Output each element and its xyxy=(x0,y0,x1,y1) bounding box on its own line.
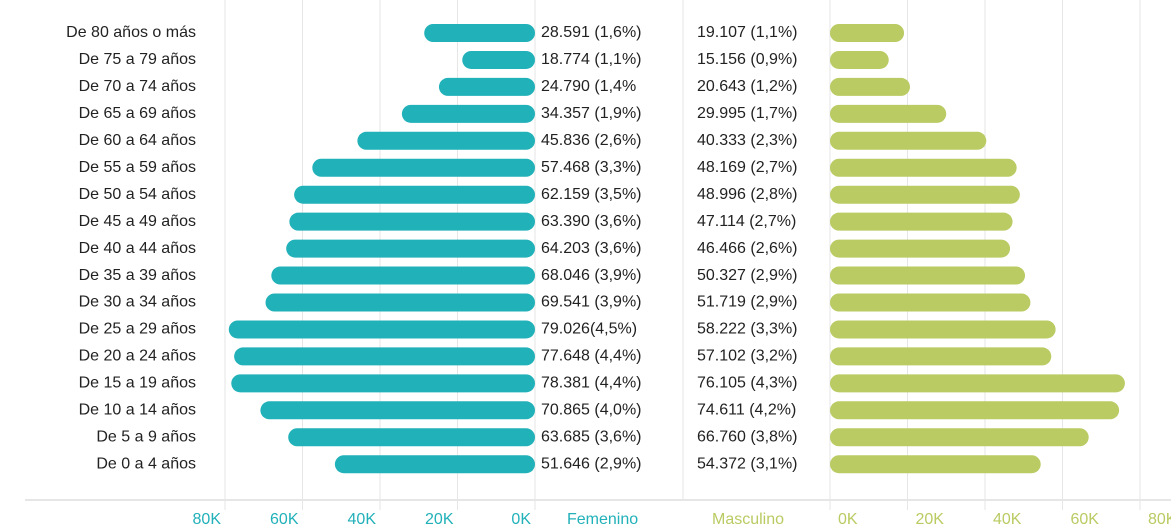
bar xyxy=(271,266,535,285)
value-label: 63.390 (3,6%) xyxy=(541,213,642,230)
bar xyxy=(462,50,535,69)
x-tick-label: 80K xyxy=(193,511,222,528)
bar xyxy=(424,24,535,42)
bar xyxy=(260,401,535,420)
x-tick-label: 40K xyxy=(993,511,1022,528)
bar xyxy=(289,212,535,231)
bar xyxy=(830,104,947,123)
bar xyxy=(830,320,1056,339)
value-label: 18.774 (1,1%) xyxy=(541,51,642,68)
value-label: 15.156 (0,9%) xyxy=(697,51,798,68)
bar xyxy=(830,131,987,150)
value-label: 24.790 (1,4% xyxy=(541,78,636,95)
x-tick-label: 20K xyxy=(425,511,454,528)
category-label: De 20 a 24 años xyxy=(79,348,196,365)
category-label: De 25 a 29 años xyxy=(79,321,196,338)
bar xyxy=(830,401,1120,420)
value-label: 28.591 (1,6%) xyxy=(541,24,642,41)
value-label: 77.648 (4,4%) xyxy=(541,348,642,365)
value-label: 63.685 (3,6%) xyxy=(541,428,642,445)
value-label: 48.169 (2,7%) xyxy=(697,159,798,176)
bar xyxy=(357,131,535,150)
value-label: 51.719 (2,9%) xyxy=(697,294,798,311)
bar xyxy=(830,24,905,42)
value-label: 57.468 (3,3%) xyxy=(541,159,642,176)
value-label: 64.203 (3,6%) xyxy=(541,240,642,257)
bar xyxy=(334,455,535,474)
axis-label: Femenino xyxy=(567,511,638,528)
value-label: 51.646 (2,9%) xyxy=(541,455,642,472)
bar xyxy=(830,428,1089,447)
category-label: De 65 a 69 años xyxy=(79,105,196,122)
category-label: De 60 a 64 años xyxy=(79,132,196,149)
category-label: De 35 a 39 años xyxy=(79,267,196,284)
category-label: De 15 a 19 años xyxy=(79,375,196,392)
value-label: 79.026(4,5%) xyxy=(541,321,637,338)
bar xyxy=(401,104,535,123)
value-label: 74.611 (4,2%) xyxy=(697,402,796,419)
bar xyxy=(830,239,1011,258)
x-tick-label: 0K xyxy=(511,511,531,528)
value-label: 62.159 (3,5%) xyxy=(541,186,642,203)
x-tick-label: 20K xyxy=(916,511,945,528)
category-label: De 50 a 54 años xyxy=(79,186,196,203)
value-label: 68.046 (3,9%) xyxy=(541,267,642,284)
bar xyxy=(234,347,535,366)
bar xyxy=(830,185,1020,204)
bar xyxy=(228,320,536,339)
value-label: 34.357 (1,9%) xyxy=(541,105,642,122)
bar xyxy=(265,293,535,312)
value-label: 45.836 (2,6%) xyxy=(541,132,642,149)
x-tick-label: 60K xyxy=(270,511,299,528)
bar xyxy=(830,266,1026,285)
value-label: 58.222 (3,3%) xyxy=(697,321,798,338)
x-tick-label: 40K xyxy=(348,511,377,528)
bar xyxy=(231,374,535,393)
bar xyxy=(830,77,910,96)
value-label: 48.996 (2,8%) xyxy=(697,186,798,203)
x-tick-label: 80K xyxy=(1148,511,1171,528)
bar xyxy=(830,347,1052,366)
value-label: 29.995 (1,7%) xyxy=(697,105,798,122)
bar xyxy=(830,158,1017,177)
bar xyxy=(286,239,535,258)
bar xyxy=(288,428,535,447)
category-label: De 75 a 79 años xyxy=(79,51,196,68)
bar xyxy=(830,212,1013,231)
value-label: 54.372 (3,1%) xyxy=(697,455,798,472)
value-label: 69.541 (3,9%) xyxy=(541,294,642,311)
x-tick-label: 60K xyxy=(1071,511,1100,528)
value-label: 19.107 (1,1%) xyxy=(697,24,798,41)
bar xyxy=(830,374,1125,393)
bar xyxy=(830,455,1041,474)
bar xyxy=(830,50,889,69)
value-label: 66.760 (3,8%) xyxy=(697,428,798,445)
category-label: De 0 a 4 años xyxy=(96,455,196,472)
category-label: De 70 a 74 años xyxy=(79,78,196,95)
value-label: 40.333 (2,3%) xyxy=(697,132,798,149)
category-label: De 30 a 34 años xyxy=(79,294,196,311)
value-label: 20.643 (1,2%) xyxy=(697,78,798,95)
value-label: 76.105 (4,3%) xyxy=(697,375,798,392)
bar xyxy=(294,185,535,204)
category-label: De 80 años o más xyxy=(66,24,196,41)
value-label: 46.466 (2,6%) xyxy=(697,240,798,257)
value-label: 78.381 (4,4%) xyxy=(541,375,642,392)
category-label: De 55 a 59 años xyxy=(79,159,196,176)
axis-label: Masculino xyxy=(712,511,784,528)
category-label: De 40 a 44 años xyxy=(79,240,196,257)
category-label: De 45 a 49 años xyxy=(79,213,196,230)
value-label: 47.114 (2,7%) xyxy=(697,213,796,230)
x-tick-label: 0K xyxy=(838,511,858,528)
category-label: De 10 a 14 años xyxy=(79,402,196,419)
value-label: 57.102 (3,2%) xyxy=(697,348,798,365)
value-label: 50.327 (2,9%) xyxy=(697,267,798,284)
bar xyxy=(830,293,1031,312)
value-label: 70.865 (4,0%) xyxy=(541,402,642,419)
bar xyxy=(438,77,535,96)
bar xyxy=(312,158,535,177)
category-label: De 5 a 9 años xyxy=(96,428,196,445)
